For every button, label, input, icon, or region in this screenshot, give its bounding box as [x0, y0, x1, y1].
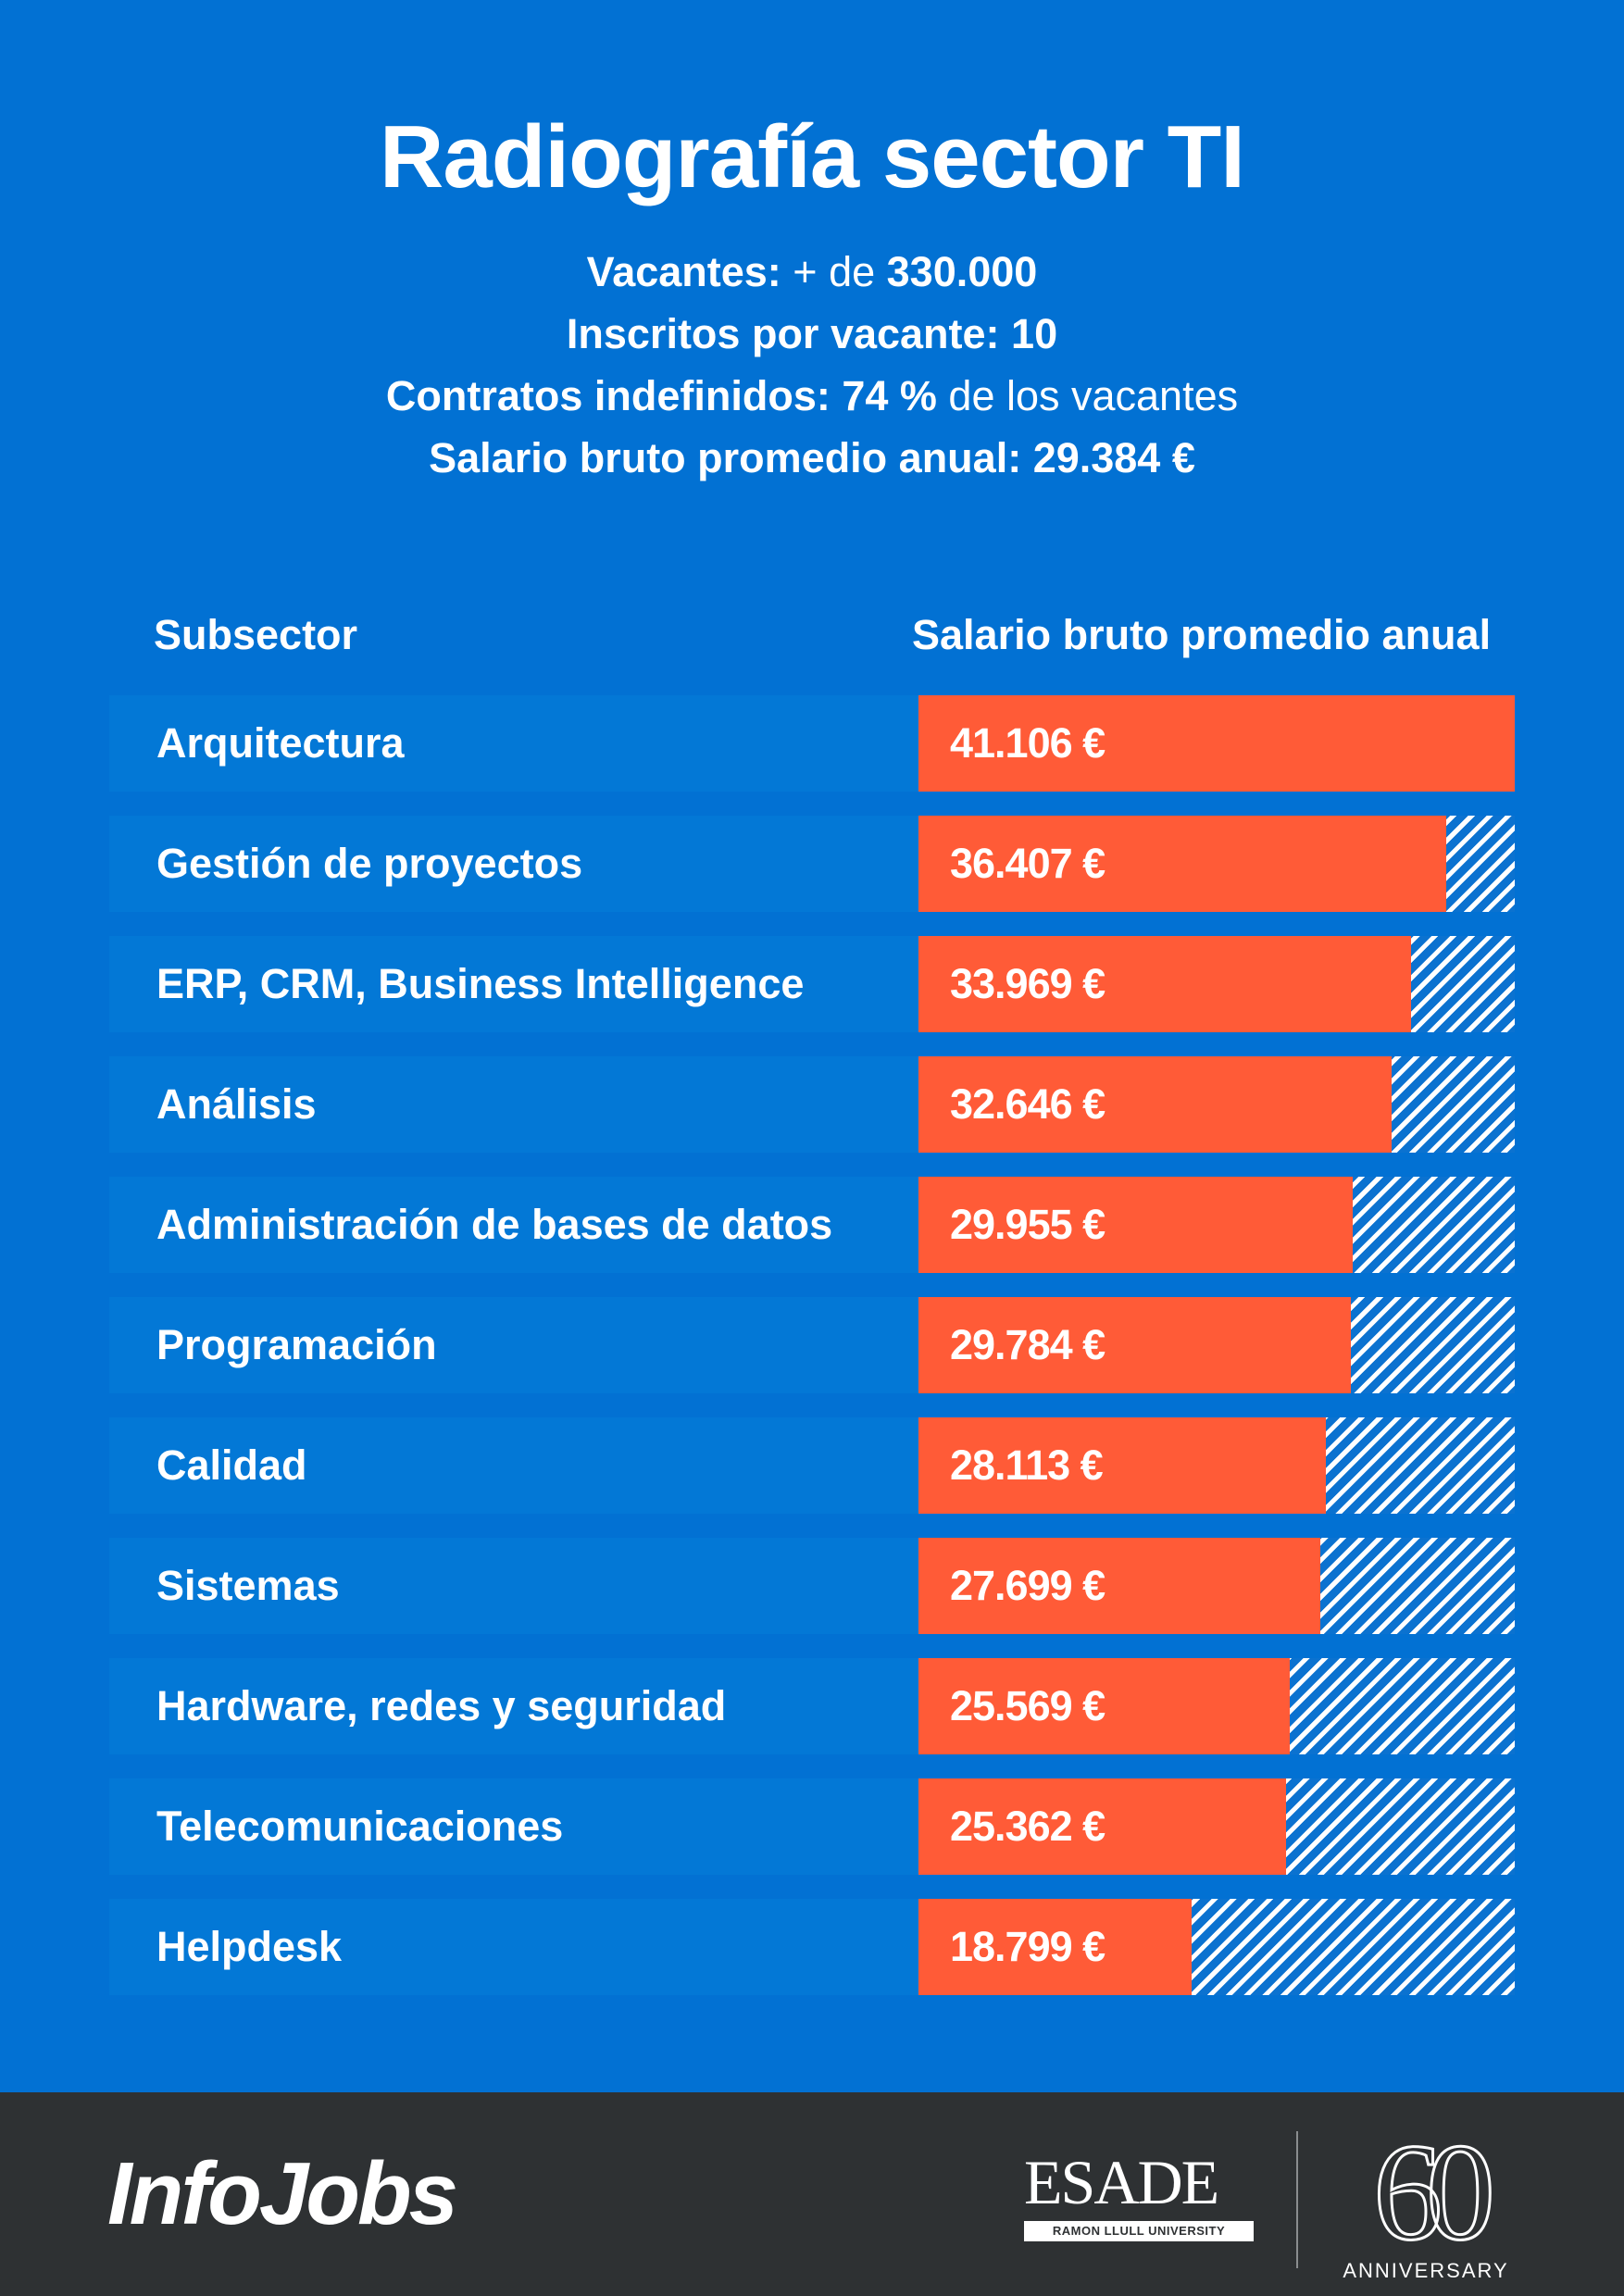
anniversary-text: ANNIVERSARY: [1343, 2259, 1509, 2282]
chart-row: Arquitectura 41.106 €: [109, 695, 1515, 792]
bar: [918, 1177, 1353, 1273]
stat-salario: Salario bruto promedio anual: 29.384 €: [0, 427, 1624, 489]
column-header-salary: Salario bruto promedio anual: [912, 611, 1492, 658]
row-label-background: [109, 1899, 918, 1995]
bar: [918, 1417, 1326, 1514]
bar: [918, 936, 1411, 1032]
chart-row: Gestión de proyectos 36.407 €: [109, 816, 1515, 912]
bar-value-label: 29.784 €: [950, 1321, 1106, 1368]
bar-value-label: 29.955 €: [950, 1201, 1106, 1248]
category-label: ERP, CRM, Business Intelligence: [156, 960, 805, 1007]
stat-vacantes-value: 330.000: [886, 248, 1038, 295]
esade-logo: ESADE RAMON LLULL UNIVERSITY: [1024, 2151, 1254, 2241]
category-label: Arquitectura: [156, 719, 405, 767]
category-label: Hardware, redes y seguridad: [156, 1682, 727, 1729]
bar-value-label: 33.969 €: [950, 960, 1106, 1007]
category-label: Helpdesk: [156, 1923, 343, 1970]
stat-inscritos-text: Inscritos por vacante: 10: [566, 310, 1058, 357]
chart-row: Administración de bases de datos 29.955 €: [109, 1177, 1515, 1273]
bar-value-label: 28.113 €: [950, 1441, 1104, 1489]
bar-value-label: 27.699 €: [950, 1562, 1106, 1609]
bar-track: 32.646 €: [918, 1056, 1515, 1153]
row-label-background: [109, 1658, 918, 1754]
esade-logo-subtitle: RAMON LLULL UNIVERSITY: [1024, 2221, 1254, 2241]
bar-track: 28.113 €: [918, 1417, 1515, 1514]
row-label-background: [109, 1417, 918, 1514]
footer-divider: [1296, 2131, 1298, 2268]
bar-value-label: 41.106 €: [950, 719, 1106, 767]
bar-value-label: 36.407 €: [950, 840, 1106, 887]
column-header-subsector: Subsector: [154, 611, 358, 658]
stat-contratos-suffix: de los vacantes: [936, 372, 1239, 419]
bar-track: 41.106 €: [918, 695, 1515, 792]
bar: [918, 1778, 1286, 1875]
chart-row: Calidad 28.113 €: [109, 1417, 1515, 1514]
anniversary-number: 60: [1372, 2115, 1497, 2269]
stat-vacantes: Vacantes: + de 330.000: [0, 241, 1624, 303]
bar-track: 33.969 €: [918, 936, 1515, 1032]
bar: [918, 1899, 1192, 1995]
row-label-background: [109, 1778, 918, 1875]
infojobs-logo: InfoJobs: [107, 2144, 458, 2243]
bar: [918, 816, 1446, 912]
row-label-background: [109, 695, 918, 792]
chart-row: Helpdesk 18.799 €: [109, 1899, 1515, 1995]
bar: [918, 1538, 1320, 1634]
bar-track: 29.784 €: [918, 1297, 1515, 1393]
row-label-background: [109, 1297, 918, 1393]
stat-vacantes-label: Vacantes:: [586, 248, 781, 295]
bar: [918, 1658, 1290, 1754]
stat-inscritos: Inscritos por vacante: 10: [0, 303, 1624, 365]
bar-track: 27.699 €: [918, 1538, 1515, 1634]
bar-track: 29.955 €: [918, 1177, 1515, 1273]
bar-value-label: 25.569 €: [950, 1682, 1106, 1729]
row-label-background: [109, 816, 918, 912]
stat-vacantes-prefix: + de: [781, 248, 887, 295]
bar: [918, 1297, 1351, 1393]
stat-contratos-label: Contratos indefinidos: 74 %: [385, 372, 937, 419]
bar-track: 36.407 €: [918, 816, 1515, 912]
footer: InfoJobs ESADE RAMON LLULL UNIVERSITY 60…: [0, 2092, 1624, 2296]
bar-track: 25.569 €: [918, 1658, 1515, 1754]
bar-value-label: 25.362 €: [950, 1803, 1106, 1850]
bar-value-label: 18.799 €: [950, 1923, 1106, 1970]
category-label: Administración de bases de datos: [156, 1201, 833, 1248]
category-label: Telecomunicaciones: [156, 1803, 564, 1850]
bar-track: 18.799 €: [918, 1899, 1515, 1995]
bar-value-label: 32.646 €: [950, 1080, 1106, 1128]
bar-track: 25.362 €: [918, 1778, 1515, 1875]
row-label-background: [109, 1056, 918, 1153]
chart-row: Hardware, redes y seguridad 25.569 €: [109, 1658, 1515, 1754]
category-label: Sistemas: [156, 1562, 340, 1609]
stat-contratos: Contratos indefinidos: 74 % de los vacan…: [0, 365, 1624, 427]
anniversary-logo: 60 ANNIVERSARY: [1333, 2115, 1518, 2283]
category-label: Análisis: [156, 1080, 317, 1128]
row-label-background: [109, 1538, 918, 1634]
page-title: Radiografía sector TI: [380, 107, 1245, 206]
header: Radiografía sector TI Vacantes: + de 330…: [0, 102, 1624, 489]
category-label: Gestión de proyectos: [156, 840, 583, 887]
stat-salario-text: Salario bruto promedio anual: 29.384 €: [429, 434, 1195, 481]
summary-stats: Vacantes: + de 330.000 Inscritos por vac…: [0, 241, 1624, 489]
bar: [918, 1056, 1392, 1153]
category-label: Programación: [156, 1321, 437, 1368]
row-label-background: [109, 1177, 918, 1273]
category-label: Calidad: [156, 1441, 307, 1489]
row-label-background: [109, 936, 918, 1032]
chart-row: ERP, CRM, Business Intelligence 33.969 €: [109, 936, 1515, 1032]
bar: [918, 695, 1515, 792]
chart-row: Análisis 32.646 €: [109, 1056, 1515, 1153]
esade-logo-name: ESADE: [1024, 2147, 1219, 2217]
chart-row: Programación 29.784 €: [109, 1297, 1515, 1393]
chart-row: Telecomunicaciones 25.362 €: [109, 1778, 1515, 1875]
chart-row: Sistemas 27.699 €: [109, 1538, 1515, 1634]
